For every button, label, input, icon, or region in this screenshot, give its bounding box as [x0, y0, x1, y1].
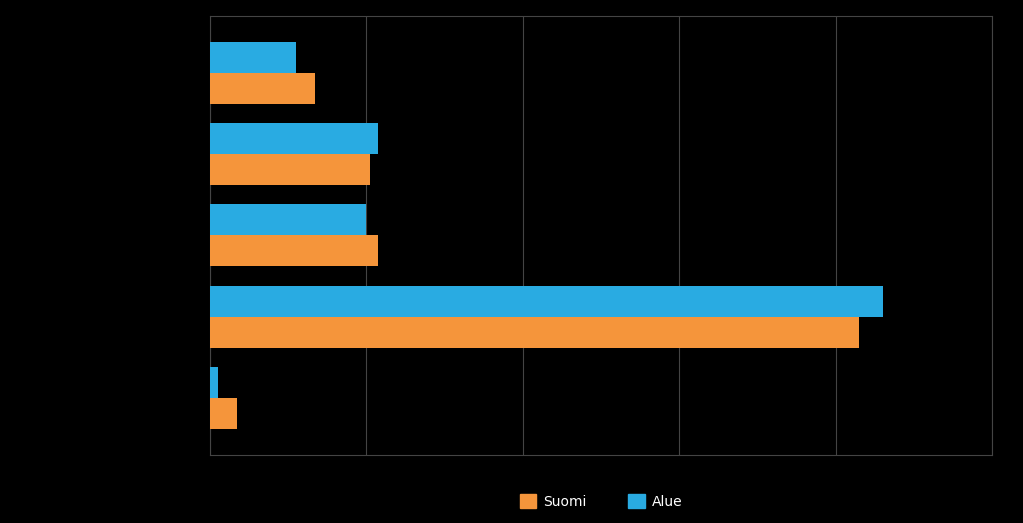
Legend: Suomi, Alue: Suomi, Alue	[514, 488, 688, 514]
Bar	[210, 204, 366, 235]
Bar	[210, 42, 296, 73]
Bar	[210, 317, 859, 348]
Bar	[210, 73, 315, 104]
Bar	[210, 235, 377, 266]
Bar	[210, 398, 237, 429]
Bar	[210, 286, 883, 317]
Bar	[210, 367, 218, 398]
Bar	[210, 154, 370, 185]
Bar	[210, 123, 377, 154]
